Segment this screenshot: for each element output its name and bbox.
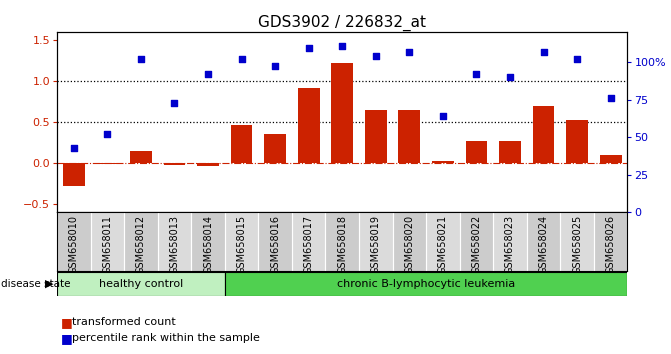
- Text: GSM658017: GSM658017: [304, 215, 313, 274]
- Bar: [57, 272, 225, 296]
- Bar: [533, 106, 554, 163]
- Point: [437, 114, 448, 119]
- Bar: [493, 212, 527, 271]
- Bar: [298, 88, 319, 163]
- Text: GSM658015: GSM658015: [237, 215, 246, 274]
- Bar: [600, 155, 621, 163]
- Bar: [560, 212, 594, 271]
- Bar: [225, 212, 258, 271]
- Bar: [359, 212, 393, 271]
- Point: [203, 71, 213, 76]
- Title: GDS3902 / 226832_at: GDS3902 / 226832_at: [258, 14, 426, 30]
- Text: GSM658016: GSM658016: [270, 215, 280, 274]
- Bar: [130, 151, 152, 163]
- Text: GSM658025: GSM658025: [572, 215, 582, 274]
- Point: [605, 95, 616, 100]
- Bar: [499, 141, 521, 163]
- Bar: [331, 63, 353, 163]
- Point: [303, 45, 314, 51]
- Text: GSM658021: GSM658021: [438, 215, 448, 274]
- Text: GSM658012: GSM658012: [136, 215, 146, 274]
- Bar: [264, 135, 286, 163]
- Bar: [466, 141, 487, 163]
- Bar: [158, 212, 191, 271]
- Text: ■: ■: [60, 316, 72, 329]
- Text: GSM658020: GSM658020: [405, 215, 414, 274]
- Bar: [231, 125, 252, 163]
- Point: [270, 63, 280, 68]
- Bar: [399, 110, 420, 163]
- Point: [136, 56, 146, 62]
- Text: GSM658011: GSM658011: [103, 215, 112, 274]
- Text: GSM658018: GSM658018: [338, 215, 347, 274]
- Text: ▶: ▶: [45, 279, 54, 289]
- Text: GSM658024: GSM658024: [539, 215, 548, 274]
- Bar: [63, 163, 85, 186]
- Text: GSM658019: GSM658019: [371, 215, 380, 274]
- Bar: [197, 163, 219, 166]
- Bar: [225, 272, 627, 296]
- Text: transformed count: transformed count: [72, 317, 176, 327]
- Text: healthy control: healthy control: [99, 279, 183, 289]
- Text: ■: ■: [60, 332, 72, 344]
- Point: [337, 43, 348, 48]
- Point: [572, 56, 582, 62]
- Point: [236, 56, 247, 62]
- Point: [471, 71, 482, 76]
- Text: percentile rank within the sample: percentile rank within the sample: [72, 333, 260, 343]
- Bar: [164, 163, 185, 165]
- Text: GSM658014: GSM658014: [203, 215, 213, 274]
- Point: [102, 132, 113, 137]
- Bar: [97, 163, 118, 164]
- Point: [538, 50, 549, 55]
- Bar: [292, 212, 325, 271]
- Text: GSM658013: GSM658013: [170, 215, 179, 274]
- Text: GSM658026: GSM658026: [606, 215, 615, 274]
- Bar: [426, 212, 460, 271]
- Point: [370, 54, 381, 59]
- Point: [169, 101, 180, 106]
- Text: GSM658022: GSM658022: [472, 215, 481, 274]
- Bar: [566, 120, 588, 163]
- Bar: [91, 212, 124, 271]
- Point: [505, 74, 515, 80]
- Bar: [365, 110, 386, 163]
- Text: chronic B-lymphocytic leukemia: chronic B-lymphocytic leukemia: [337, 279, 515, 289]
- Point: [68, 145, 79, 151]
- Bar: [432, 161, 454, 163]
- Text: disease state: disease state: [1, 279, 71, 289]
- Point: [404, 50, 415, 55]
- Text: GSM658023: GSM658023: [505, 215, 515, 274]
- Text: GSM658010: GSM658010: [69, 215, 79, 274]
